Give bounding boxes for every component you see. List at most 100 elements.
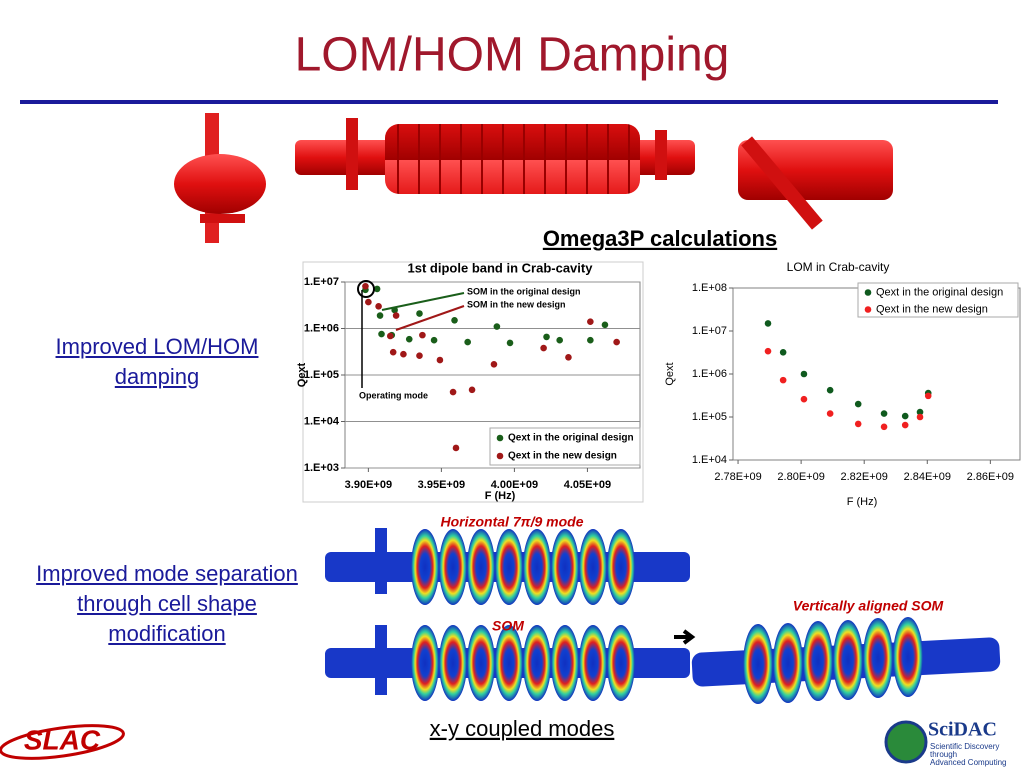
y-tick-label: 1.E+05: [304, 369, 339, 381]
annotation-circle: [357, 280, 375, 298]
legend-swatch: [496, 452, 504, 460]
legend-label: Qext in the new design: [508, 451, 617, 462]
x-tick-label: 2.80E+09: [777, 471, 824, 483]
data-point: [880, 410, 888, 417]
data-point: [416, 310, 423, 317]
data-point: [565, 354, 572, 361]
annotation: Operating mode: [359, 390, 428, 400]
data-point: [880, 423, 888, 431]
slide-title: LOM/HOM Damping: [295, 29, 730, 82]
y-tick-label: 1.E+06: [692, 368, 727, 380]
data-point: [362, 282, 369, 290]
logo-text: Scientific Discovery: [930, 742, 999, 751]
legend-label: Qext in the original design: [876, 286, 1003, 298]
data-point: [386, 332, 394, 340]
caption: x-y coupled modes: [430, 716, 615, 741]
data-point: [764, 320, 772, 327]
chart-title: 1st dipole band in Crab-cavity: [408, 260, 594, 275]
y-axis-label: Qext: [296, 362, 308, 387]
data-point: [901, 412, 909, 420]
data-point: [493, 323, 501, 330]
x-tick-label: 2.82E+09: [840, 471, 887, 483]
data-point: [430, 336, 438, 344]
data-point: [779, 376, 787, 384]
x-tick-label: 4.05E+09: [564, 479, 611, 491]
cavity-model-right: [738, 136, 893, 230]
chart-title: LOM in Crab-cavity: [787, 260, 890, 274]
data-point: [601, 321, 609, 329]
field-map-right: [691, 617, 1001, 704]
data-point: [800, 395, 808, 403]
caption: Vertically aligned SOM: [793, 598, 944, 614]
subheading: Omega3P calculations: [543, 226, 777, 251]
arrow: [674, 629, 696, 645]
data-point: [901, 421, 909, 429]
data-point: [540, 344, 547, 352]
y-tick-label: 1.E+08: [692, 282, 727, 294]
annotation-arrow: [395, 305, 465, 331]
legend-swatch: [496, 434, 504, 442]
data-point: [468, 386, 476, 394]
x-tick-label: 2.86E+09: [967, 471, 1014, 483]
data-point: [916, 413, 924, 421]
legend-box: [489, 427, 641, 466]
legend-swatch: [864, 289, 872, 296]
x-tick-label: 3.95E+09: [418, 479, 465, 491]
data-point: [826, 386, 834, 394]
y-tick-label: 1.E+03: [304, 462, 339, 474]
data-point: [392, 312, 400, 319]
cavity-model-left: [174, 113, 266, 243]
field-map-top: [325, 528, 690, 605]
side-note: Improved LOM/HOM damping: [55, 334, 259, 389]
x-tick-label: 2.84E+09: [904, 471, 951, 483]
y-tick-label: 1.E+04: [692, 454, 727, 466]
logo-text: through: [930, 750, 957, 759]
legend-label: Qext in the original design: [508, 433, 634, 444]
data-point: [416, 352, 423, 360]
data-point: [613, 338, 620, 346]
data-point: [405, 335, 413, 343]
y-tick-label: 1.E+05: [692, 411, 727, 423]
annotation: SOM in the original design: [467, 286, 581, 296]
cavity-model-middle: [295, 118, 695, 194]
data-point: [378, 330, 385, 338]
y-tick-label: 1.E+06: [304, 322, 339, 334]
data-point: [764, 347, 772, 355]
side-note: Improved mode separation through cell sh…: [36, 561, 298, 646]
logo-text: Advanced Computing: [930, 758, 1007, 767]
y-tick-label: 1.E+04: [304, 415, 340, 427]
annotation: SOM in the new design: [467, 299, 566, 309]
data-point: [556, 336, 563, 344]
data-point: [506, 339, 514, 347]
data-point: [373, 285, 381, 293]
data-point: [543, 333, 550, 341]
y-tick-label: 1.E+07: [304, 276, 339, 288]
caption: Horizontal 7π/9 mode: [441, 514, 584, 530]
field-map-middle: [325, 625, 690, 701]
data-point: [464, 338, 471, 346]
logo-text: SciDAC: [928, 719, 997, 741]
data-point: [449, 388, 457, 396]
data-point: [452, 444, 460, 452]
data-point: [587, 336, 594, 344]
data-point: [365, 298, 372, 306]
data-point: [854, 400, 862, 408]
data-point: [779, 348, 787, 356]
data-point: [924, 392, 932, 400]
y-axis-label: Qext: [664, 362, 676, 385]
data-point: [916, 408, 924, 416]
data-point: [376, 312, 384, 319]
legend-label: Qext in the new design: [876, 303, 988, 315]
logo-text: SLAC: [24, 724, 101, 755]
slac-logo: SLAC: [0, 724, 125, 760]
data-point: [587, 318, 594, 326]
caption: SOM: [492, 618, 524, 634]
data-point: [490, 360, 498, 368]
x-axis-label: F (Hz): [485, 490, 516, 502]
data-point: [854, 420, 862, 428]
data-point: [400, 350, 407, 358]
data-point: [451, 317, 458, 324]
data-point: [826, 410, 834, 417]
